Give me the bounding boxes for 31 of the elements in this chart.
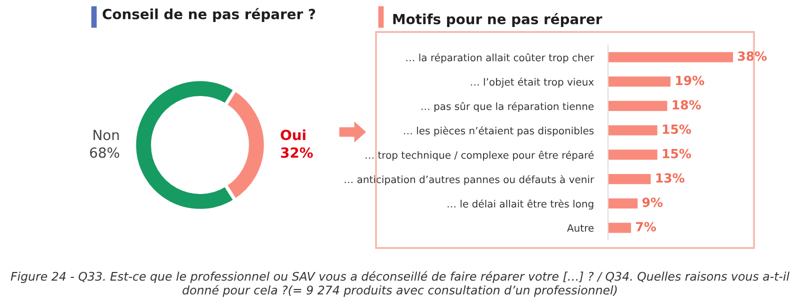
- y-tick-label: Autre: [567, 224, 594, 232]
- y-tick-label: … pas sûr que la réparation tienne: [422, 102, 594, 112]
- y-tick-label: … les pièces n’étaient pas disponibles: [404, 126, 594, 136]
- bar: [608, 52, 733, 62]
- bar: [608, 150, 658, 160]
- data-label: 15%: [662, 148, 692, 158]
- slice-label: Oui: [280, 129, 306, 140]
- y-tick-label: … trop technique / complexe pour être réparé: [366, 150, 594, 161]
- bar: [608, 125, 658, 136]
- y-tick-label: … la réparation allait coûter trop cher: [406, 53, 594, 64]
- data-label: 19%: [676, 76, 704, 86]
- chart-title: Conseil de ne pas réparer ?: [102, 8, 316, 22]
- bar: [608, 100, 668, 112]
- y-tick-label: … l’objet était trop vieux: [470, 78, 594, 88]
- bar: [608, 174, 651, 184]
- data-label: 38%: [738, 51, 767, 61]
- data-label: 9%: [642, 198, 663, 208]
- data-label: 32%: [280, 147, 313, 158]
- data-label: 7%: [636, 222, 656, 232]
- data-label: 68%: [90, 147, 120, 158]
- caption: Figure 24 - Q33. Est-ce que le professionnel ou SAV vous a déconseillé de faire réparer votre […] ? / Q34. Quelles raisons vous a-t-il donné pour cela ?(= 9 274 produits avec consultation d’un professionnel): [10, 271, 790, 297]
- data-label: 13%: [656, 173, 684, 183]
- data-label: 18%: [672, 100, 701, 110]
- bar: [608, 198, 638, 209]
- data-label: 15%: [662, 124, 692, 134]
- bar: [608, 76, 670, 87]
- bar: [608, 222, 632, 233]
- y-tick-label: … le délai allait être très long: [448, 199, 594, 210]
- chart-title: Motifs pour ne pas réparer: [393, 13, 602, 27]
- slice-label: Non: [94, 130, 119, 140]
- y-tick-label: … anticipation d’autres pannes ou défauts à venir: [344, 175, 594, 186]
